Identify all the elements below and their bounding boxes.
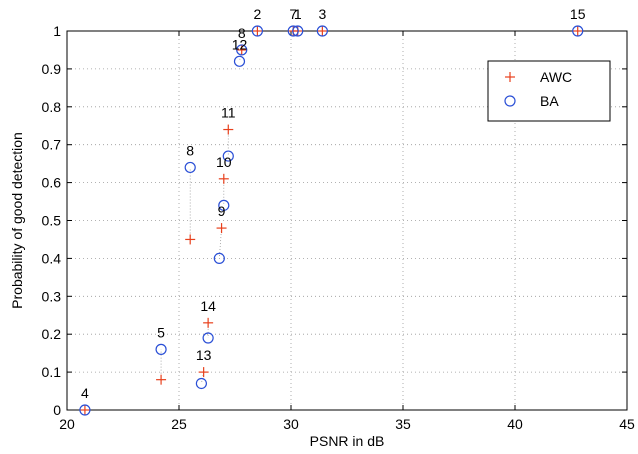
ba-point — [572, 25, 584, 37]
legend-box — [487, 60, 611, 122]
y-axis-label: Probability of good detection — [9, 132, 25, 309]
y-tick-label: 0.5 — [42, 213, 62, 229]
legend-ba-label: BA — [540, 93, 559, 109]
ba-point — [195, 377, 207, 390]
x-tick-label: 45 — [619, 416, 635, 432]
legend-awc-marker — [505, 72, 515, 82]
ba-point — [213, 252, 225, 264]
y-tick-label: 0.8 — [42, 99, 62, 115]
ba-point — [202, 332, 214, 344]
awc-point — [198, 367, 209, 378]
ba-point — [292, 25, 304, 37]
point-label: 5 — [157, 324, 165, 340]
series — [79, 25, 584, 416]
x-tick-label: 35 — [395, 416, 411, 432]
ba-point — [233, 55, 246, 67]
point-label: 11 — [221, 105, 236, 121]
x-tick-label: 25 — [171, 416, 187, 432]
y-tick-label: 0.2 — [42, 326, 62, 342]
connector-line — [201, 372, 205, 384]
point-label: 14 — [200, 298, 216, 314]
awc-point — [572, 26, 583, 36]
x-tick-label: 30 — [283, 416, 299, 432]
legend-ba-marker — [504, 95, 516, 107]
point-label: 13 — [196, 347, 212, 363]
point-label: 4 — [81, 385, 89, 401]
awc-point — [252, 26, 263, 36]
awc-point — [223, 124, 234, 135]
awc-point — [317, 26, 328, 36]
y-tick-label: 0 — [53, 402, 61, 418]
point-label: 2 — [254, 6, 262, 22]
point-label: 8 — [238, 25, 246, 41]
ba-point — [287, 25, 299, 37]
awc-point — [79, 405, 90, 415]
x-tick-label: 20 — [59, 416, 75, 432]
ba-point — [79, 404, 91, 416]
y-tick-label: 0.3 — [42, 288, 62, 304]
y-tick-label: 0.6 — [42, 175, 62, 191]
ba-point — [236, 44, 248, 56]
point-label: 12 — [232, 36, 248, 52]
awc-point — [218, 173, 229, 184]
connector-line — [218, 228, 222, 259]
grid — [67, 31, 627, 410]
awc-point — [203, 317, 214, 328]
y-tick-label: 0.4 — [42, 250, 62, 266]
point-label: 15 — [570, 6, 586, 22]
ticks: 20 25 30 35 40 4500.10.20.30.40.50.60.70.80.9… — [42, 23, 635, 432]
point-label: 7 — [289, 6, 297, 22]
ba-point — [316, 25, 328, 37]
point-label: 8 — [186, 142, 194, 158]
ba-point — [218, 199, 230, 211]
awc-point — [156, 374, 167, 385]
legend: AWC BA — [487, 60, 611, 122]
ba-point — [251, 25, 263, 37]
connector-line — [239, 49, 243, 62]
awc-point — [185, 234, 196, 245]
y-tick-label: 0.9 — [42, 61, 62, 77]
point-label: 1 — [294, 6, 302, 22]
y-tick-label: 0.1 — [42, 364, 62, 380]
awc-point — [236, 44, 247, 55]
y-tick-label: 0.7 — [42, 137, 62, 153]
connector-lines — [160, 49, 243, 384]
y-tick-label: 1 — [53, 23, 61, 39]
ba-point — [184, 161, 196, 174]
point-label: 9 — [218, 203, 226, 219]
x-axis-label: PSNR in dB — [310, 433, 385, 449]
point-label: 3 — [318, 6, 326, 22]
x-tick-label: 40 — [507, 416, 523, 432]
ba-point — [155, 343, 167, 355]
legend-awc-label: AWC — [540, 69, 572, 85]
point-label: 10 — [216, 154, 232, 170]
awc-point — [216, 223, 227, 234]
ba-point — [222, 150, 234, 162]
